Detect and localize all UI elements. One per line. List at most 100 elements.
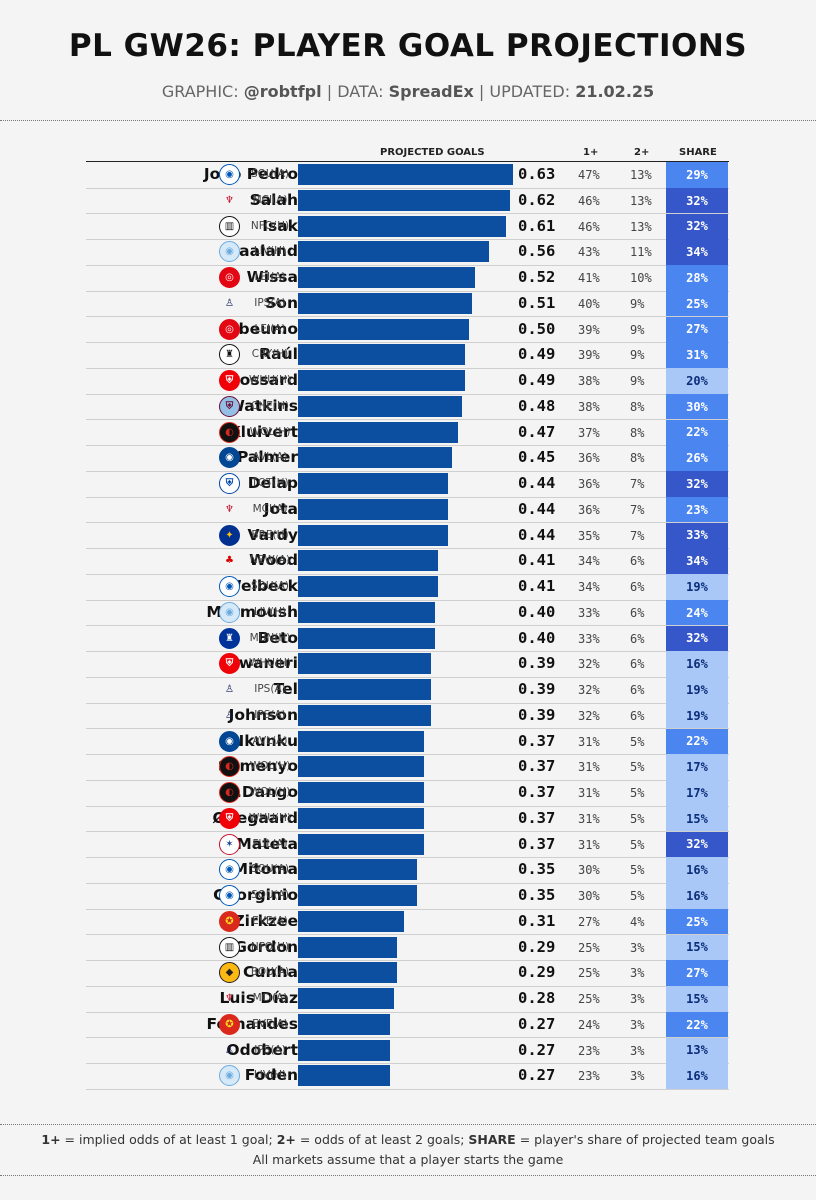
projected-goals-value: 0.39 <box>518 705 556 724</box>
projected-goals-bar <box>298 756 425 778</box>
player-name: Isak <box>262 216 298 235</box>
fixture-label: MCI(A) <box>252 193 288 206</box>
table-row: Kluivert ◐ WOL(H) 0.47 37% 8% 22% <box>86 419 729 447</box>
table-row: Watkins ⛨ CHE(H) 0.48 38% 8% 30% <box>86 393 729 421</box>
projected-goals-value: 0.29 <box>518 937 556 956</box>
newcastle-crest-icon: ▥ <box>219 215 240 237</box>
odds-1plus: 47% <box>578 168 600 182</box>
spurs-crest-icon: ♙ <box>225 684 234 695</box>
projected-goals-value: 0.41 <box>518 551 556 570</box>
team-share-cell: 25% <box>666 290 728 317</box>
odds-2plus: 8% <box>630 425 645 440</box>
key-share-text: = player's share of projected team goals <box>515 1132 775 1147</box>
table-row: Haaland ◉ LIV(H) 0.56 43% 11% 34% <box>86 239 729 266</box>
odds-1plus: 34% <box>578 580 600 594</box>
team-share-cell: 32% <box>666 187 728 214</box>
top-divider <box>0 120 816 121</box>
fixture-label: WOL(H) <box>249 760 291 773</box>
projected-goals-value: 0.37 <box>518 757 556 776</box>
fixture-label: SOU(A) <box>251 889 289 901</box>
odds-1plus: 31% <box>578 786 600 800</box>
player-name: Nkunku <box>231 731 298 750</box>
brighton-crest-icon: ◉ <box>219 885 240 906</box>
team-share-cell: 23% <box>666 496 728 523</box>
projected-goals-value: 0.31 <box>518 911 556 930</box>
player-name: Trossard <box>223 371 298 389</box>
fixture-label: LIV(H) <box>253 1069 287 1082</box>
projected-goals-value: 0.27 <box>518 1014 556 1033</box>
leicester-crest-icon: ✦ <box>219 524 240 546</box>
projected-goals-bar <box>298 627 435 649</box>
fixture-label: IPS(A) <box>254 1043 286 1056</box>
odds-2plus: 3% <box>630 966 645 981</box>
team-share-cell: 19% <box>666 677 728 703</box>
odds-2plus: 4% <box>630 914 645 929</box>
player-name: Johnson <box>228 705 298 724</box>
projected-goals-value: 0.44 <box>518 525 556 544</box>
liverpool-crest-icon: ♆ <box>225 194 234 206</box>
projected-goals-bar <box>298 524 449 546</box>
fixture-label: CHE(H) <box>251 399 289 412</box>
projected-goals-value: 0.41 <box>518 577 556 595</box>
mancity-crest-icon: ◉ <box>219 1065 240 1087</box>
team-share-cell: 30% <box>666 393 728 420</box>
odds-1plus: 35% <box>578 528 600 543</box>
fixture-label: BOU(A) <box>250 966 290 979</box>
fixture-label: LEI(A) <box>254 322 286 335</box>
player-name: Jota <box>263 499 298 518</box>
projected-goals-bar <box>298 421 459 443</box>
projected-goals-value: 0.62 <box>518 190 556 209</box>
arsenal-crest-icon: ⛨ <box>219 653 240 675</box>
projected-goals-bar <box>298 885 418 906</box>
subtitle: GRAPHIC: @robtfpl | DATA: SpreadEx | UPD… <box>0 82 816 101</box>
table-row: Fernandes ✪ EVE(A) 0.27 24% 3% 22% <box>86 1011 729 1039</box>
player-name: Gordon <box>234 937 298 956</box>
team-share-cell: 32% <box>666 625 728 652</box>
team-share-cell: 16% <box>666 1063 728 1089</box>
odds-2plus: 3% <box>630 1069 645 1084</box>
updated-date: 21.02.25 <box>575 82 655 101</box>
projected-goals-bar <box>298 473 449 494</box>
projected-goals-value: 0.37 <box>518 834 556 853</box>
fixture-label: IPS(A) <box>254 708 286 721</box>
projected-goals-bar <box>298 730 425 752</box>
odds-1plus: 43% <box>578 245 600 260</box>
table-row: Trossard ⛨ WHU(H) 0.49 38% 9% 20% <box>86 368 729 395</box>
table-row: Palmer ◉ AVL(A) 0.45 36% 8% 26% <box>86 445 729 472</box>
odds-2plus: 6% <box>630 631 645 646</box>
player-name: Vardy <box>247 525 298 544</box>
graphic-credit: @robtfpl <box>243 82 322 101</box>
odds-1plus: 34% <box>578 554 600 569</box>
odds-2plus: 5% <box>630 837 645 852</box>
odds-2plus: 9% <box>630 296 645 311</box>
fixture-label: WHU(H) <box>248 657 292 670</box>
projected-goals-bar <box>298 601 435 623</box>
odds-1plus: 36% <box>578 451 600 466</box>
player-name: Mitoma <box>232 860 298 879</box>
odds-2plus: 3% <box>630 992 645 1006</box>
fixture-label: AVL(A) <box>252 451 288 464</box>
player-name: Delap <box>247 474 298 492</box>
villa-crest-icon: ⛨ <box>219 395 240 417</box>
p2-header: 2+ <box>634 147 650 158</box>
projected-goals-value: 0.27 <box>518 1066 556 1085</box>
player-name: Zirkzee <box>233 911 298 930</box>
player-name: Cunha <box>243 963 298 982</box>
arsenal-crest-icon: ⛨ <box>219 370 240 391</box>
projected-goals-bar <box>298 910 404 932</box>
player-name: Mateta <box>236 834 298 853</box>
player-name: Wissa <box>246 268 298 286</box>
fixture-label: NFO(H) <box>250 219 290 232</box>
odds-2plus: 6% <box>630 605 645 620</box>
header-rule <box>86 161 729 162</box>
odds-1plus: 36% <box>578 477 600 491</box>
footnote-key: 1+ = implied odds of at least 1 goal; 2+… <box>0 1132 816 1147</box>
arsenal-crest-icon: ⛨ <box>219 807 240 829</box>
table-row: Cunha ◆ BOU(A) 0.29 25% 3% 27% <box>86 960 729 987</box>
manutd-crest-icon: ✪ <box>219 910 240 932</box>
newcastle-crest-icon: ▥ <box>219 936 240 958</box>
odds-1plus: 46% <box>578 193 600 208</box>
projected-goals-bar <box>298 550 438 572</box>
team-share-cell: 15% <box>666 934 728 961</box>
team-share-cell: 26% <box>666 445 728 471</box>
